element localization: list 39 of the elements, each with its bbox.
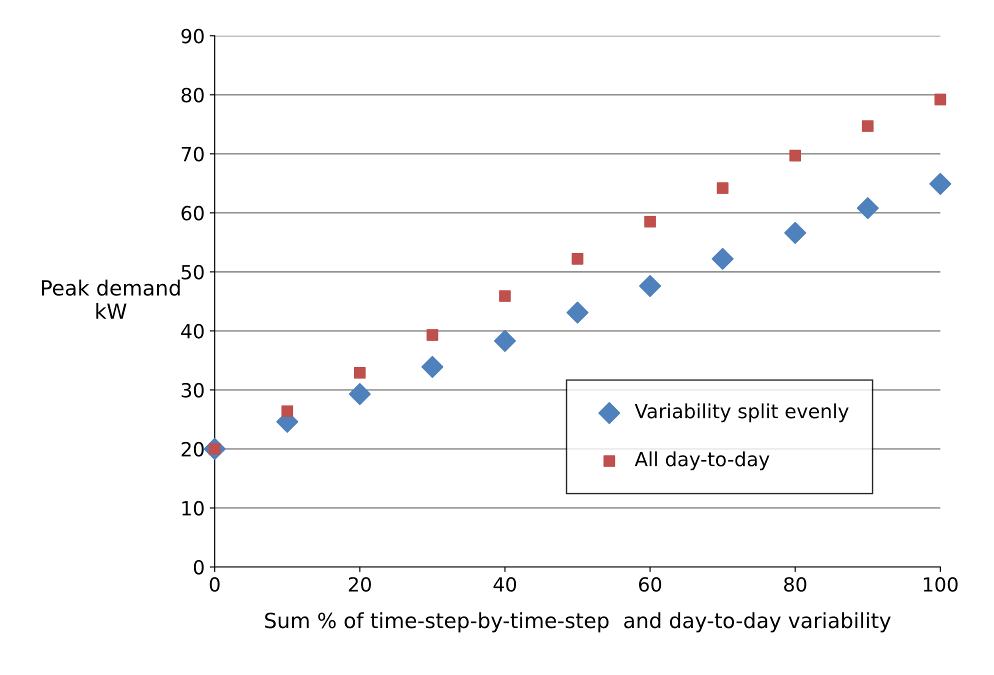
y-tick-label: 90 <box>181 28 204 44</box>
x-tick-label: 60 <box>639 577 662 592</box>
point <box>929 172 952 195</box>
point <box>426 329 438 341</box>
y-tick-label: 0 <box>194 560 204 575</box>
point <box>856 197 879 220</box>
point <box>644 216 656 228</box>
y-tick-label: 40 <box>181 324 204 339</box>
y-tick-label: 20 <box>182 442 204 457</box>
y-axis-title: Peak demand kW <box>42 280 180 319</box>
point <box>572 253 584 265</box>
legend-label: Variability split evenly <box>634 403 849 422</box>
point <box>499 290 511 302</box>
y-tick-label: 50 <box>182 264 204 280</box>
x-axis-title: Sum % of time-step-by-time-step and day-to-day variability <box>265 612 891 632</box>
point <box>784 222 806 244</box>
y-tick-label: 10 <box>182 500 204 516</box>
point <box>281 405 294 418</box>
point <box>712 248 734 270</box>
point <box>789 150 802 162</box>
point <box>421 356 444 378</box>
point <box>716 182 728 194</box>
legend-label: All day-to-day <box>634 451 770 470</box>
point <box>934 94 946 106</box>
point <box>348 383 371 406</box>
x-tick-label: 20 <box>348 577 371 592</box>
y-tick-label: 70 <box>182 146 204 162</box>
point <box>354 366 366 379</box>
x-tick-label: 100 <box>924 577 958 592</box>
x-tick-label: 40 <box>494 577 516 592</box>
y-tick-label: 60 <box>182 206 204 221</box>
y-tick-label: 30 <box>182 382 204 398</box>
x-tick-label: 80 <box>784 577 806 592</box>
x-tick-label: 0 <box>210 577 220 592</box>
point <box>862 120 874 132</box>
y-tick-label: 80 <box>182 88 204 102</box>
point <box>494 330 516 352</box>
point <box>639 275 662 298</box>
point <box>566 302 589 324</box>
